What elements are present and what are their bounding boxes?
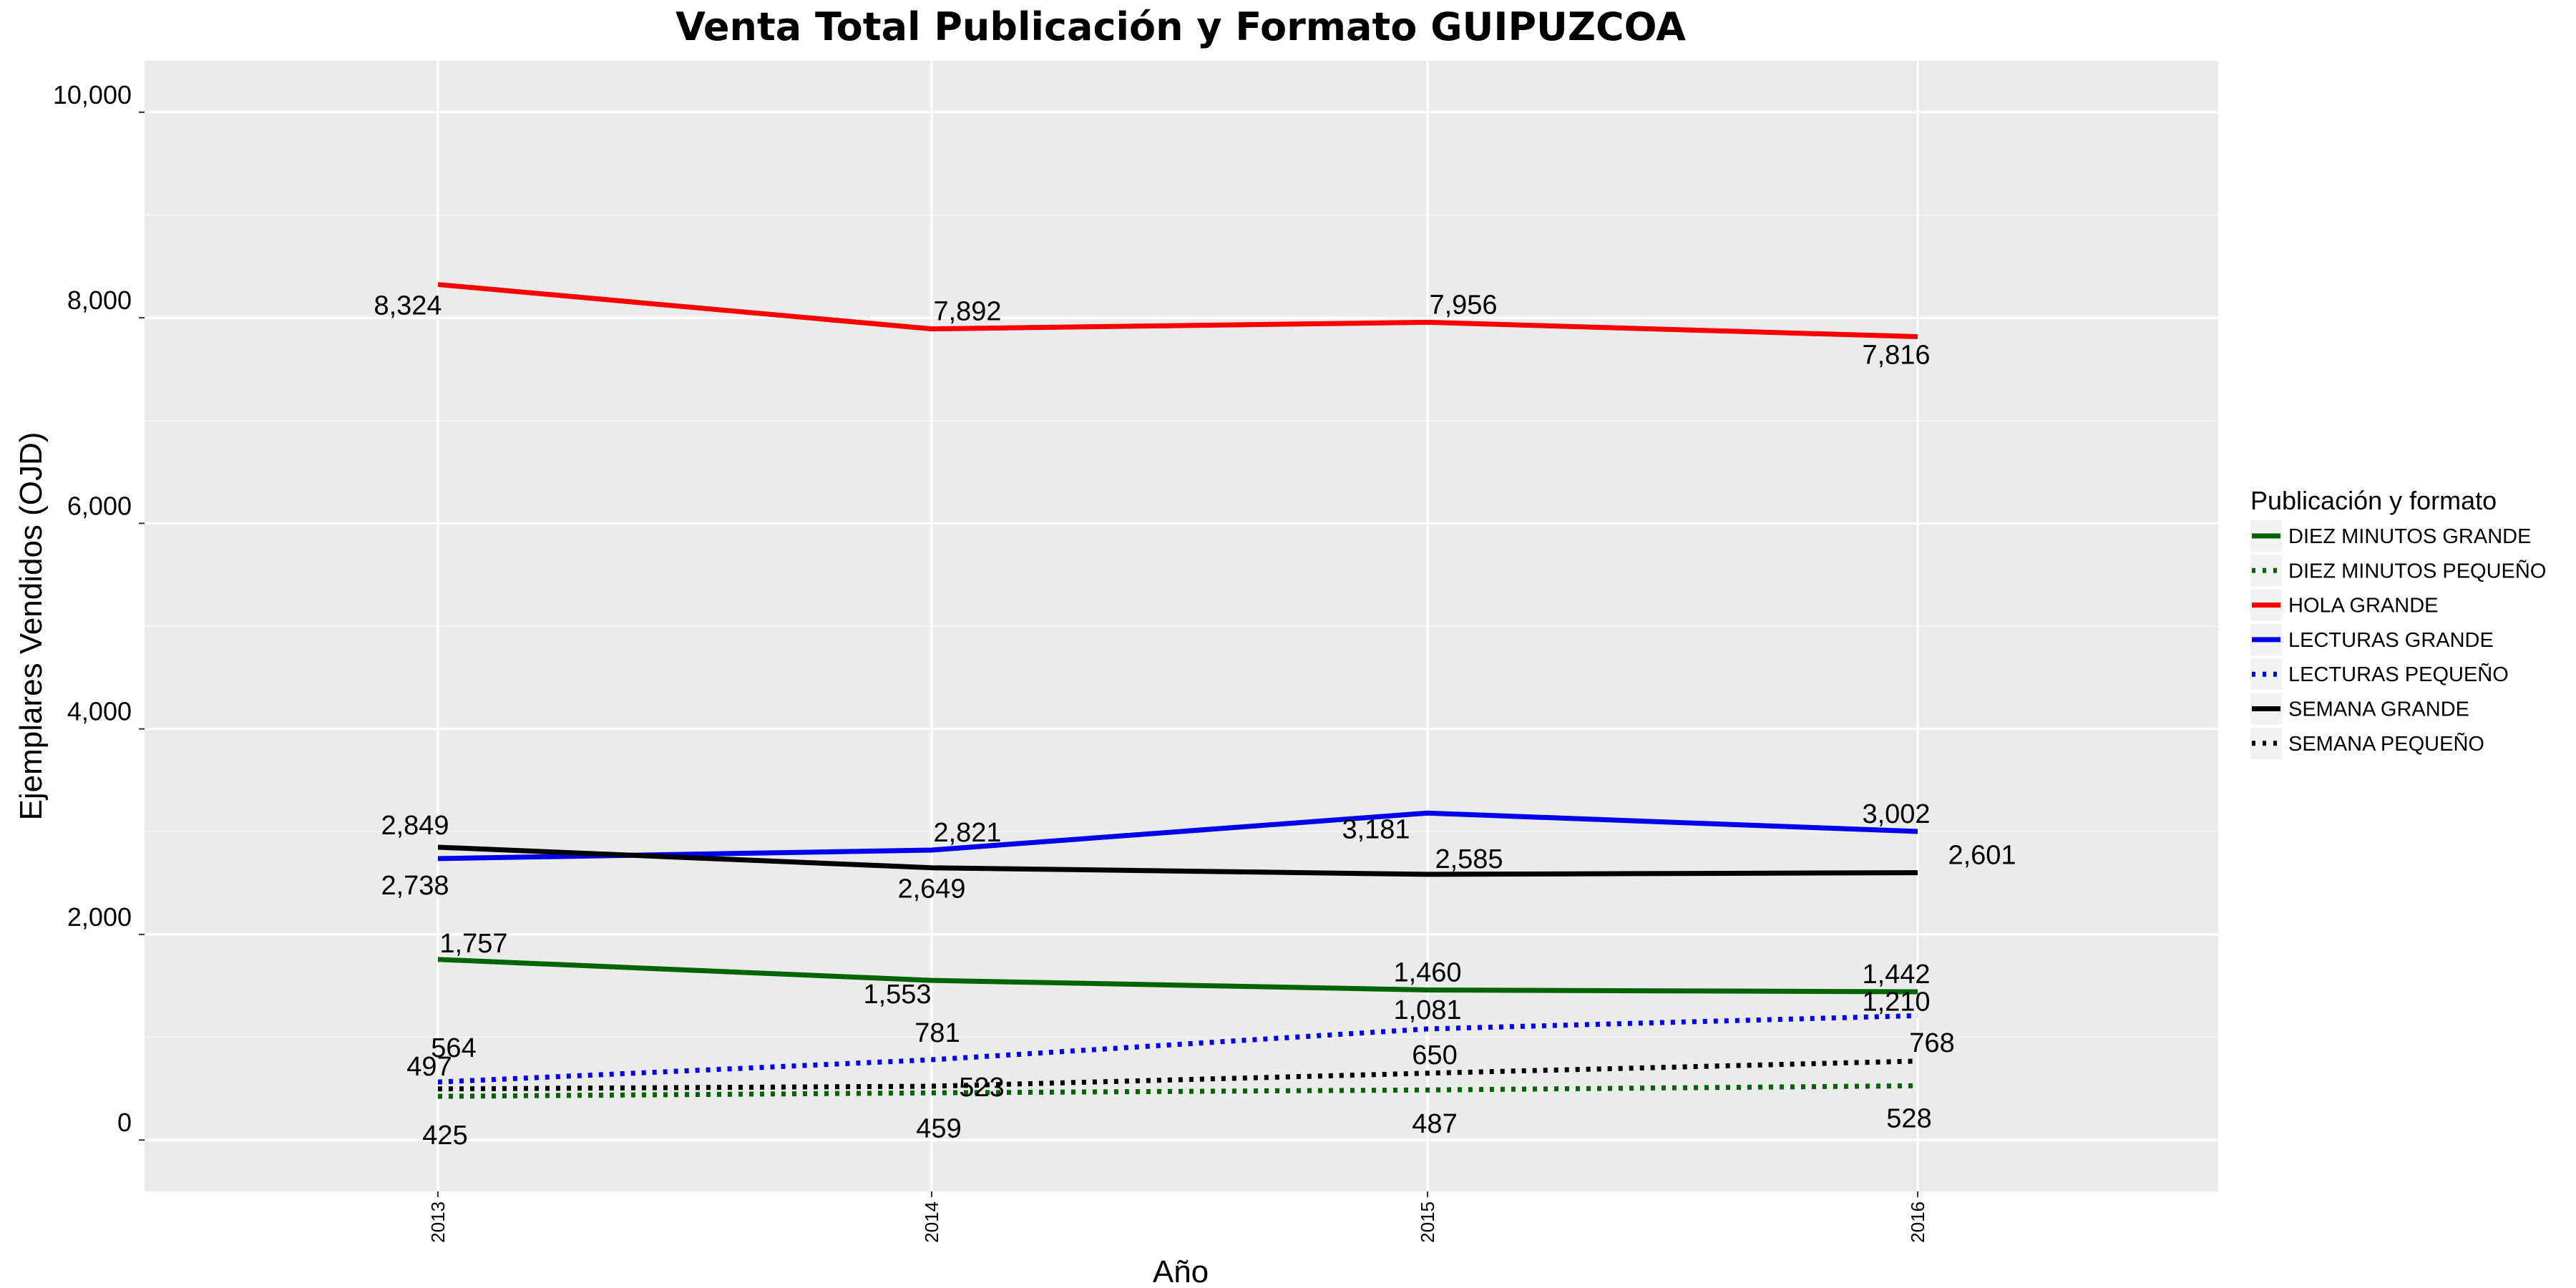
chart-title: Venta Total Publicación y Formato GUIPUZ… — [675, 4, 1686, 49]
legend-label: LECTURAS GRANDE — [2288, 629, 2494, 652]
series-line-diez-minutos-grande — [437, 957, 1918, 995]
data-label: 3,002 — [1862, 799, 1930, 829]
data-label: 2,649 — [897, 874, 965, 904]
data-label: 781 — [914, 1018, 960, 1048]
data-label: 2,585 — [1435, 844, 1503, 874]
y-tick-label: 6,000 — [67, 491, 132, 520]
data-label: 1,442 — [1862, 960, 1930, 990]
legend-label: SEMANA PEQUEÑO — [2288, 731, 2484, 756]
y-axis: 0 2,000 4,000 6,000 8,000 10,000 — [53, 80, 145, 1141]
x-axis-title: Año — [1153, 1254, 1209, 1288]
data-label: 768 — [1909, 1028, 1954, 1058]
data-label: 564 — [431, 1033, 476, 1063]
y-tick-label: 2,000 — [67, 902, 132, 932]
x-tick-label: 2014 — [921, 1201, 942, 1243]
legend-item-semana-grande: SEMANA GRANDE — [2250, 693, 2469, 725]
data-label: 3,181 — [1342, 814, 1410, 844]
data-label: 523 — [959, 1073, 1004, 1103]
data-label: 8,324 — [374, 291, 441, 321]
data-label: 2,601 — [1948, 841, 2016, 871]
data-label: 497 — [406, 1052, 452, 1082]
y-tick-label: 0 — [117, 1108, 132, 1137]
y-axis-title: Ejemplares Vendidos (OJD) — [14, 432, 49, 821]
legend-label: DIEZ MINUTOS GRANDE — [2288, 525, 2531, 548]
data-label: 2,821 — [933, 818, 1001, 848]
legend-label: DIEZ MINUTOS PEQUEÑO — [2288, 558, 2546, 582]
x-tick-label: 2015 — [1417, 1201, 1438, 1243]
data-label: 459 — [916, 1113, 961, 1143]
legend-label: LECTURAS PEQUEÑO — [2288, 662, 2509, 686]
x-tick-label: 2016 — [1907, 1201, 1928, 1243]
legend-title: Publicación y formato — [2250, 486, 2497, 515]
data-label: 1,210 — [1862, 987, 1930, 1017]
data-label: 1,081 — [1393, 995, 1461, 1025]
data-label: 487 — [1412, 1109, 1457, 1139]
series-line-lecturas-grande — [437, 810, 1918, 862]
data-label: 650 — [1412, 1040, 1457, 1070]
series-line-diez-minutos-pequeno — [437, 1083, 1918, 1099]
series-lines — [437, 282, 1918, 1099]
data-label: 425 — [422, 1121, 467, 1151]
data-label: 1,553 — [863, 980, 931, 1010]
data-label: 7,892 — [933, 297, 1001, 327]
legend-item-lecturas-pequeno: LECTURAS PEQUEÑO — [2250, 658, 2509, 691]
legend-label: HOLA GRANDE — [2288, 595, 2439, 618]
data-label: 7,816 — [1862, 341, 1930, 371]
legend-label: SEMANA GRANDE — [2288, 698, 2469, 721]
legend-item-semana-pequeno: SEMANA PEQUEÑO — [2250, 727, 2484, 759]
x-tick-label: 2013 — [427, 1201, 449, 1243]
y-tick-label: 8,000 — [67, 286, 132, 315]
y-tick-label: 10,000 — [53, 80, 132, 109]
data-label: 1,757 — [439, 929, 507, 959]
legend: Publicación y formato DIEZ MINUTOS GRAND… — [2250, 486, 2546, 759]
data-label: 2,849 — [381, 811, 449, 841]
grid-lines — [145, 61, 2218, 1191]
series-line-semana-pequeno — [437, 1058, 1918, 1092]
data-label: 2,738 — [381, 871, 449, 901]
legend-item-lecturas-grande: LECTURAS GRANDE — [2250, 623, 2494, 655]
data-label: 528 — [1886, 1103, 1931, 1133]
series-line-semana-grande — [437, 844, 1918, 877]
data-label: 1,460 — [1393, 957, 1461, 987]
y-tick-label: 4,000 — [67, 697, 132, 726]
series-line-hola-grande — [437, 282, 1918, 340]
legend-item-hola-grande: HOLA GRANDE — [2250, 589, 2439, 621]
data-labels: 1,757 1,553 1,460 1,442 425 459 487 528 8,324 7,8… — [374, 290, 2016, 1151]
x-axis: 2013 2014 2015 2016 — [427, 1191, 1928, 1243]
series-line-lecturas-pequeno — [437, 1013, 1918, 1085]
legend-item-diez-minutos-pequeno: DIEZ MINUTOS PEQUEÑO — [2250, 555, 2546, 587]
legend-item-diez-minutos-grande: DIEZ MINUTOS GRANDE — [2250, 520, 2531, 552]
data-label: 7,956 — [1429, 290, 1497, 320]
